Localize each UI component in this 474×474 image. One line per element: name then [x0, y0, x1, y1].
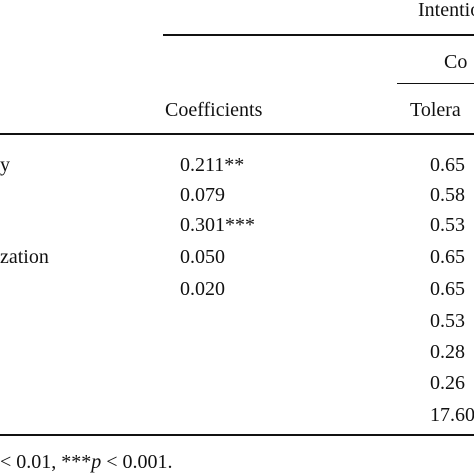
coefficient-cell: 0.050 [180, 246, 225, 268]
footnote-prefix: < 0.01, *** [0, 451, 92, 473]
column-header-tolerance: Tolera [410, 99, 461, 121]
group-header-rule [163, 34, 474, 36]
group-header: Intentio [418, 0, 474, 21]
row-label: y [0, 154, 10, 176]
tolerance-cell: 0.65 [430, 246, 465, 268]
tolerance-cell: 0.58 [430, 184, 465, 206]
column-header-coefficients: Coefficients [165, 99, 263, 121]
footnote-suffix: < 0.001. [101, 451, 173, 473]
tolerance-cell: 0.53 [430, 310, 465, 332]
tolerance-cell: 0.28 [430, 341, 465, 363]
header-bottom-rule [0, 133, 474, 135]
coefficient-cell: 0.211** [180, 154, 245, 176]
tolerance-cell: 17.60 [430, 404, 474, 426]
footnote-p-symbol: p [91, 451, 102, 473]
coefficient-cell: 0.301*** [180, 214, 255, 236]
subgroup-header-rule [397, 83, 474, 84]
tolerance-cell: 0.65 [430, 278, 465, 300]
table-footnote: < 0.01, ***p < 0.001. [0, 452, 173, 472]
tolerance-cell: 0.26 [430, 372, 465, 394]
tolerance-cell: 0.53 [430, 214, 465, 236]
coefficient-cell: 0.079 [180, 184, 225, 206]
subgroup-header: Co [444, 51, 468, 73]
table-bottom-rule [0, 434, 474, 436]
coefficient-cell: 0.020 [180, 278, 225, 300]
row-label: zation [0, 246, 49, 268]
tolerance-cell: 0.65 [430, 154, 465, 176]
